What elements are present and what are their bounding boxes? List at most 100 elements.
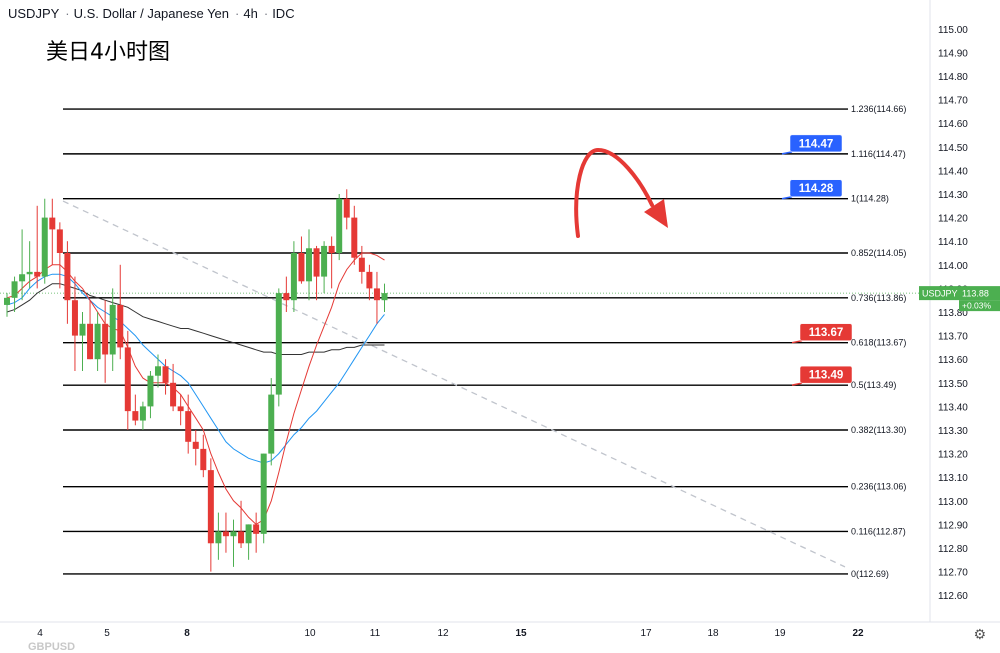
candle-down [64, 253, 71, 301]
candle-down [222, 531, 229, 537]
candle-up [245, 524, 252, 544]
x-tick-label: 4 [37, 628, 43, 639]
y-tick-label: 114.40 [938, 166, 968, 177]
y-tick-label: 112.70 [938, 568, 968, 579]
fib-level-label: 0.116(112.87) [851, 526, 906, 536]
price-tag-change: +0.03% [962, 301, 992, 311]
candle-down [238, 531, 245, 544]
x-tick-label: 18 [707, 628, 719, 639]
fib-level-label: 0.382(113.30) [851, 425, 906, 435]
separator-dot: · [263, 6, 269, 21]
candle-up [230, 531, 237, 537]
candle-up [79, 323, 86, 336]
candle-down [192, 441, 199, 449]
separator-dot: · [65, 6, 70, 21]
x-tick-label: 19 [774, 628, 786, 639]
candle-down [283, 293, 290, 301]
y-tick-label: 114.30 [938, 190, 968, 201]
chart-subtitle: 美日4小时图 [46, 40, 170, 65]
y-tick-label: 113.50 [938, 379, 968, 390]
candle-up [290, 253, 297, 301]
candle-down [102, 323, 109, 355]
candle-down [56, 229, 63, 253]
callout-box [789, 134, 843, 153]
y-tick-label: 113.80 [938, 308, 968, 319]
candle-down [298, 253, 305, 282]
candle-down [366, 271, 373, 289]
candle-up [306, 248, 312, 282]
x-tick-label: 12 [437, 628, 449, 639]
fib-level-label: 0.5(113.49) [851, 380, 896, 390]
y-tick-label: 115.00 [938, 25, 968, 36]
y-tick-label: 112.60 [938, 591, 968, 602]
moving-average-slow [6, 283, 385, 355]
fib-level-label: 1.116(114.47) [851, 149, 906, 159]
fib-level-label: 0.236(113.06) [851, 482, 906, 492]
y-tick-label: 112.90 [938, 520, 968, 531]
candle-down [162, 366, 169, 383]
fib-level-label: 0.736(113.86) [851, 293, 906, 303]
chart-header: USDJPY · U.S. Dollar / Japanese Yen · 4h · IDC [8, 6, 297, 21]
callout-label: 113.67 [809, 327, 844, 339]
candle-down [87, 323, 94, 360]
candle-down [185, 411, 192, 442]
candle-up [336, 198, 343, 253]
candle-up [26, 271, 33, 275]
price-tag-symbol: USDJPY [922, 289, 958, 299]
candle-up [155, 366, 161, 376]
symbol-label[interactable]: USDJPY [8, 6, 60, 21]
candle-down [71, 300, 78, 336]
callout-box [789, 179, 843, 197]
candle-up [41, 217, 48, 277]
candle-up [109, 304, 116, 355]
callout-box [799, 323, 853, 341]
x-tick-label: 11 [370, 628, 381, 639]
candle-down [132, 411, 139, 421]
y-tick-label: 113.00 [938, 497, 968, 508]
candle-down [207, 470, 214, 544]
y-tick-label: 113.60 [938, 355, 968, 366]
callout-pointer [781, 151, 793, 155]
price-tag-price: 113.88 [962, 289, 989, 299]
candle-down [117, 304, 124, 348]
dashed-trendline [62, 200, 846, 568]
fib-level-label: 0.852(114.05) [851, 248, 906, 258]
y-tick-label: 114.90 [938, 48, 968, 59]
separator-dot: · [235, 6, 240, 21]
candle-down [313, 248, 320, 277]
source-label: IDC [272, 6, 295, 21]
gear-icon[interactable]: ⚙ [973, 626, 986, 642]
candle-down [328, 245, 335, 253]
fib-level-label: 1(114.28) [851, 194, 889, 204]
candle-down [358, 257, 365, 272]
y-tick-label: 114.20 [938, 214, 968, 225]
x-tick-label: 17 [640, 628, 652, 639]
callout-label: 114.47 [799, 138, 834, 150]
y-tick-label: 113.20 [938, 450, 968, 461]
candle-up [147, 375, 154, 407]
interval-label[interactable]: 4h [243, 6, 258, 21]
price-tag-change-box [959, 300, 1000, 312]
y-tick-label: 113.10 [938, 473, 968, 484]
y-tick-label: 112.80 [938, 544, 968, 555]
fib-level-label: 0(112.69) [851, 569, 889, 579]
watermark-text: GBPUSD [28, 641, 76, 653]
candle-down [253, 524, 260, 534]
y-tick-label: 113.40 [938, 402, 968, 413]
callout-box [799, 365, 853, 384]
candle-up [139, 406, 146, 421]
candle-up [260, 453, 267, 534]
candle-up [275, 293, 282, 395]
price-tag-box [919, 286, 1000, 301]
candle-up [268, 394, 275, 454]
y-tick-label: 113.70 [938, 332, 968, 343]
callout-label: 114.28 [799, 183, 834, 195]
forecast-arrow-curve [574, 147, 654, 238]
y-tick-label: 114.60 [938, 119, 968, 130]
callout-pointer [791, 339, 803, 344]
forecast-arrow-head [644, 199, 668, 228]
candle-down [373, 288, 380, 301]
x-tick-label: 8 [184, 628, 190, 639]
x-tick-label: 22 [852, 628, 864, 639]
candle-down [34, 271, 41, 277]
